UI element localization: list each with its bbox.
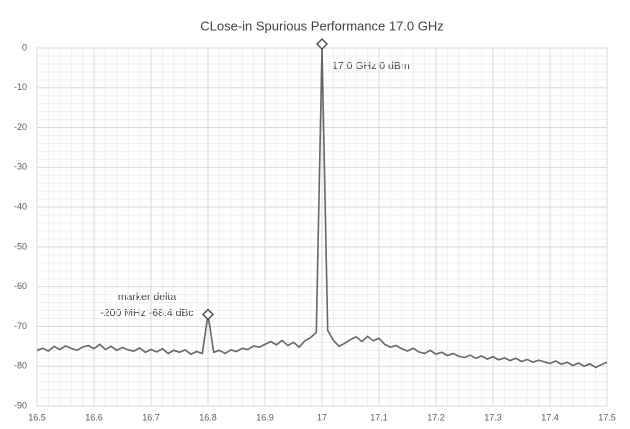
y-tick-label: -70 — [14, 321, 27, 331]
y-tick-label: -40 — [14, 201, 27, 211]
y-tick-label: -50 — [14, 241, 27, 251]
y-tick-label: -80 — [14, 361, 27, 371]
marker — [316, 38, 328, 50]
x-tick-label: 17 — [317, 412, 327, 422]
x-tick-label: 17.1 — [370, 412, 388, 422]
annotation: 17.0 GHz 0 dBm — [332, 60, 410, 72]
annotation: marker delta — [118, 291, 177, 303]
x-tick-label: 16.9 — [256, 412, 274, 422]
marker — [202, 308, 214, 321]
y-tick-label: -90 — [14, 400, 27, 410]
y-tick-label: -60 — [14, 281, 27, 291]
x-tick-label: 16.7 — [142, 412, 160, 422]
x-tick-label: 16.5 — [28, 412, 46, 422]
x-tick-label: 17.5 — [598, 412, 616, 422]
y-tick-label: -20 — [14, 122, 27, 132]
x-tick-label: 17.4 — [541, 412, 559, 422]
y-tick-label: -30 — [14, 162, 27, 172]
y-tick-label: 0 — [22, 42, 27, 52]
x-tick-label: 17.3 — [484, 412, 502, 422]
y-tick-label: -10 — [14, 82, 27, 92]
annotation: -200 MHz -68.4 dBc — [100, 307, 193, 319]
x-tick-label: 16.8 — [199, 412, 217, 422]
chart-title: CLose-in Spurious Performance 17.0 GHz — [200, 18, 444, 33]
x-tick-label: 16.6 — [85, 412, 103, 422]
x-tick-label: 17.2 — [427, 412, 445, 422]
